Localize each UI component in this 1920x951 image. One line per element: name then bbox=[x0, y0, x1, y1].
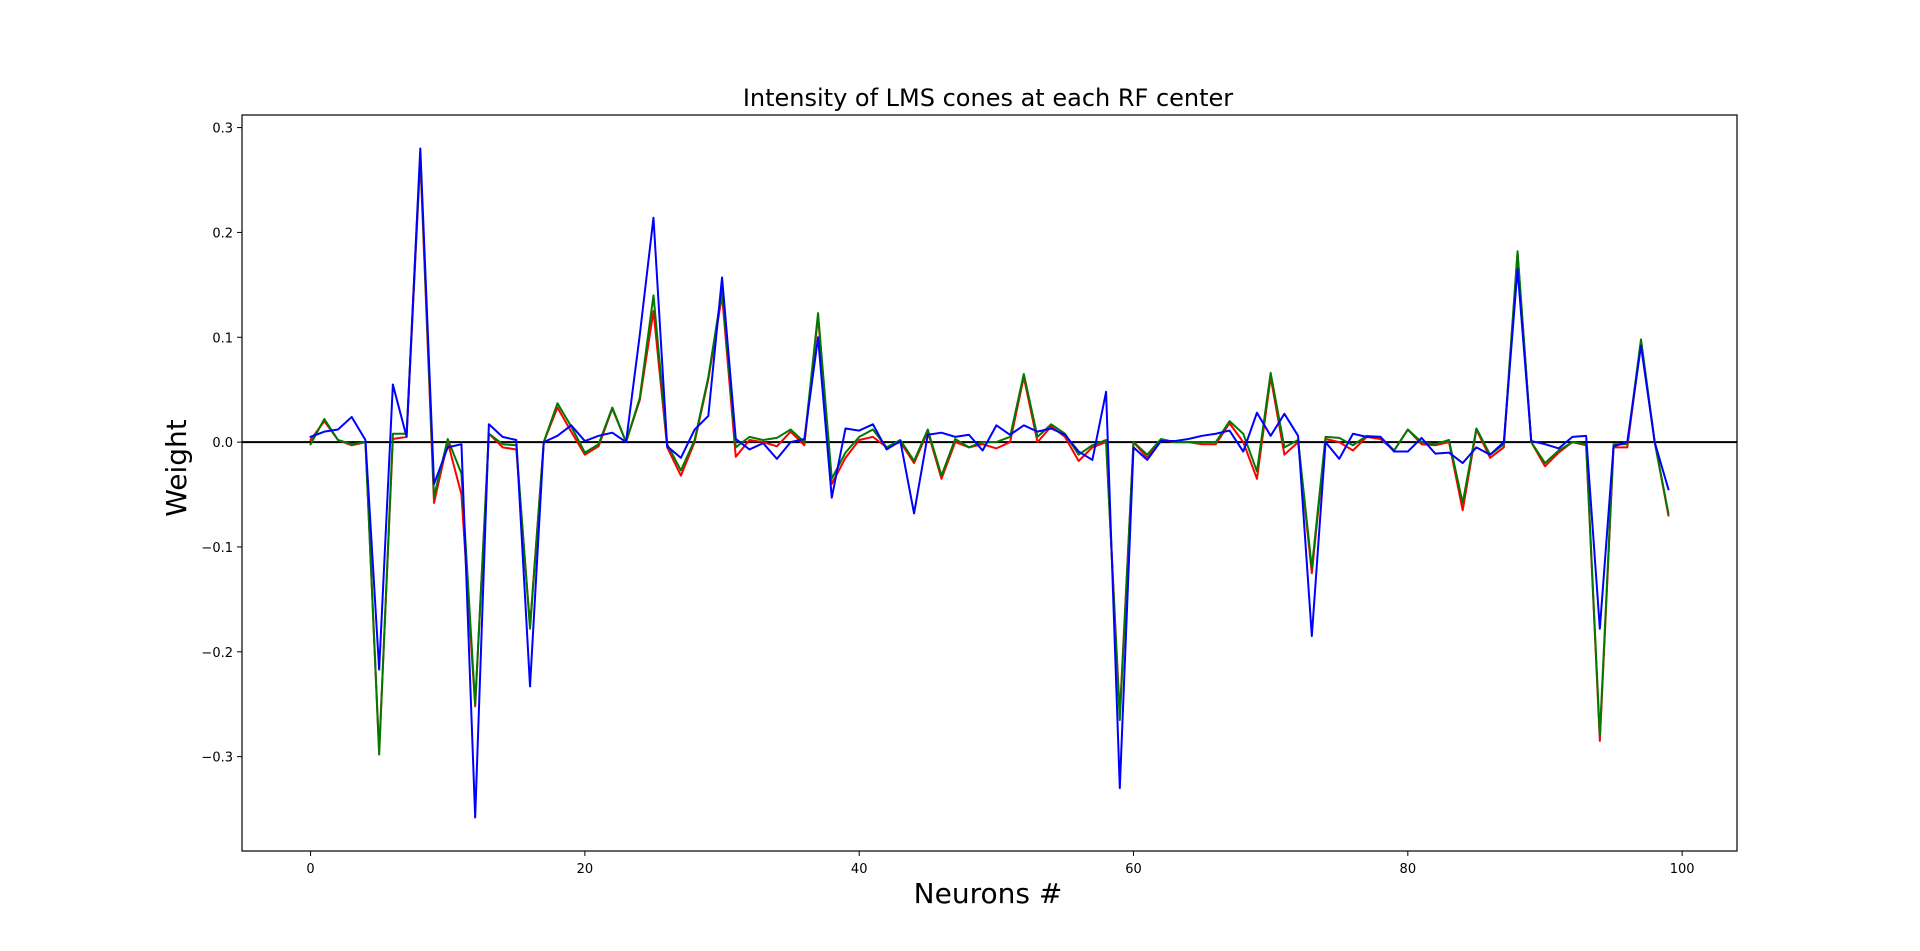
series-line-2 bbox=[309, 152, 1670, 756]
axes-layer: 0 20 40 60 80 100 −0.3 −0.2 −0.1 0.0 0.1 0.2 0.3 bbox=[201, 114, 1738, 877]
y-tick-label: 0.0 bbox=[212, 436, 233, 451]
y-tick-label: 0.3 bbox=[212, 122, 233, 137]
x-tick-label: 40 bbox=[851, 862, 868, 877]
y-tick-label: −0.1 bbox=[201, 541, 233, 556]
x-tick-label: 20 bbox=[577, 862, 594, 877]
y-axis-label: Weight bbox=[160, 419, 193, 517]
series-line-3 bbox=[309, 147, 1670, 819]
y-tick-label: 0.1 bbox=[212, 331, 233, 346]
series-layer bbox=[242, 147, 1737, 819]
y-tick-label: 0.2 bbox=[212, 226, 233, 241]
chart-title: Intensity of LMS cones at each RF center bbox=[743, 84, 1233, 112]
x-tick-label: 60 bbox=[1125, 862, 1142, 877]
y-tick-label: −0.3 bbox=[201, 751, 233, 766]
x-tick-label: 80 bbox=[1400, 862, 1417, 877]
x-tick-label: 100 bbox=[1670, 862, 1695, 877]
x-axis-label: Neurons # bbox=[914, 877, 1063, 910]
plot-frame bbox=[241, 114, 1738, 852]
y-tick-label: −0.2 bbox=[201, 646, 233, 661]
x-tick-label: 0 bbox=[306, 862, 314, 877]
